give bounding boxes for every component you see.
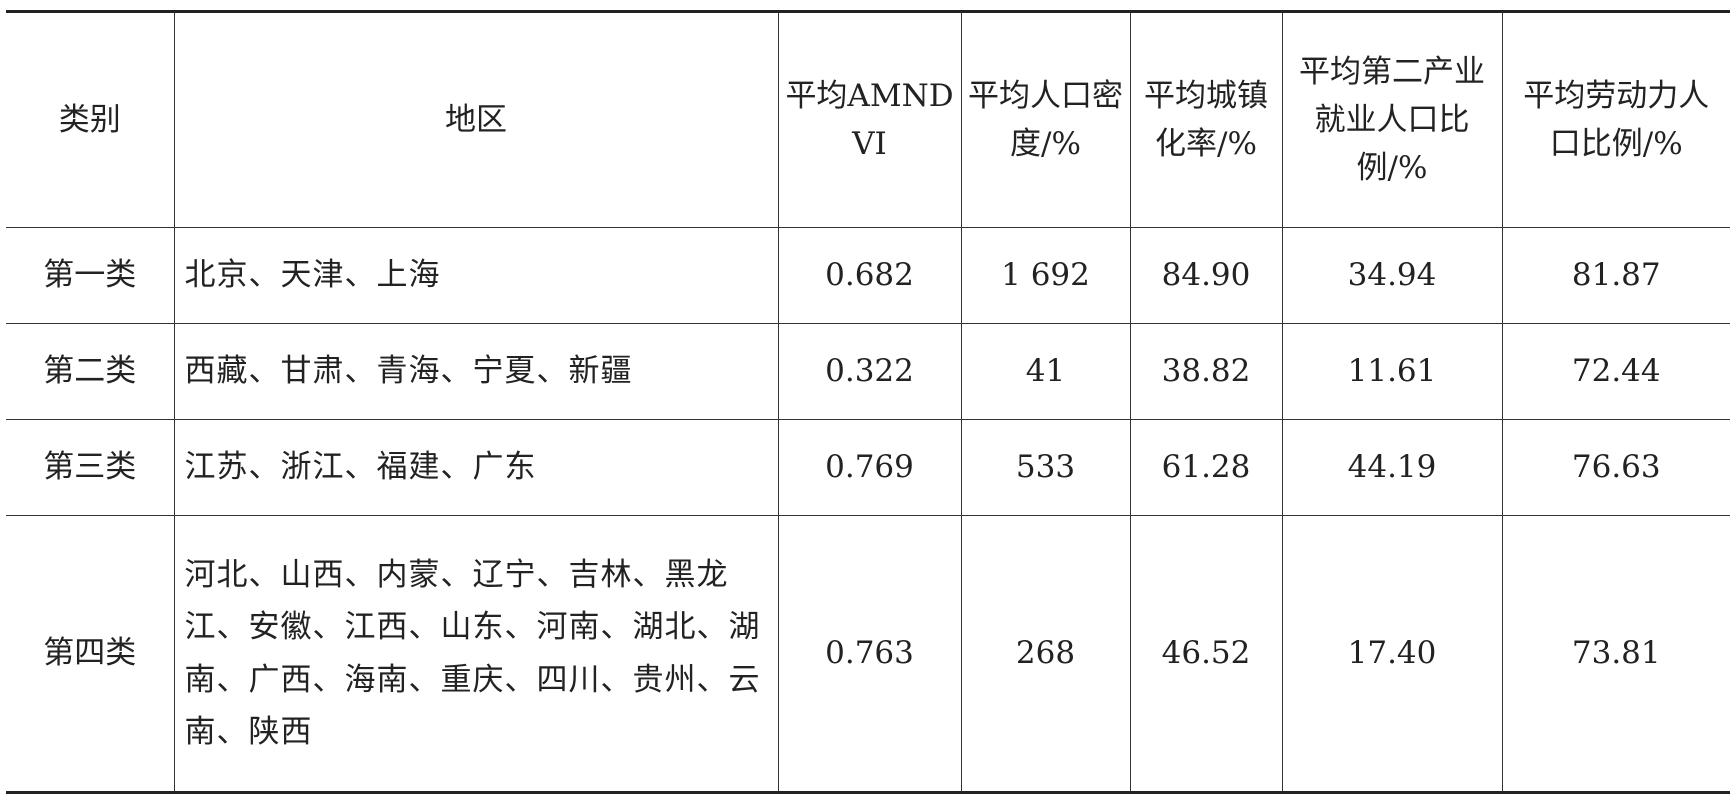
cell-labor: 81.87: [1501, 227, 1730, 324]
cell-category: 第四类: [6, 515, 175, 794]
cell-category: 第三类: [6, 419, 175, 516]
cell-density: 41: [960, 323, 1131, 420]
header-category: 类别: [6, 10, 175, 228]
header-labor: 平均劳动力人口比例/%: [1501, 10, 1730, 228]
cell-amndvi: 0.682: [777, 227, 962, 324]
cell-secondary: 34.94: [1281, 227, 1503, 324]
cell-regions: 西藏、甘肃、青海、宁夏、新疆: [173, 323, 779, 420]
cell-urban: 61.28: [1129, 419, 1283, 516]
cell-amndvi: 0.763: [777, 515, 962, 794]
cell-urban: 46.52: [1129, 515, 1283, 794]
cell-category: 第一类: [6, 227, 175, 324]
table-row: 第二类 西藏、甘肃、青海、宁夏、新疆 0.322 41 38.82 11.61 …: [6, 323, 1730, 420]
table-row: 第三类 江苏、浙江、福建、广东 0.769 533 61.28 44.19 76…: [6, 419, 1730, 516]
cell-category: 第二类: [6, 323, 175, 420]
cell-secondary: 11.61: [1281, 323, 1503, 420]
header-region: 地区: [173, 10, 779, 228]
data-table: 类别 地区 平均AMNDVI 平均人口密度/% 平均城镇化率/% 平均第二产业就…: [6, 10, 1730, 794]
header-urban: 平均城镇化率/%: [1129, 10, 1283, 228]
cell-density: 1 692: [960, 227, 1131, 324]
header-amndvi: 平均AMNDVI: [777, 10, 962, 228]
cell-density: 533: [960, 419, 1131, 516]
cell-amndvi: 0.322: [777, 323, 962, 420]
cell-secondary: 44.19: [1281, 419, 1503, 516]
header-secondary: 平均第二产业就业人口比例/%: [1281, 10, 1503, 228]
cell-urban: 38.82: [1129, 323, 1283, 420]
cell-density: 268: [960, 515, 1131, 794]
header-density: 平均人口密度/%: [960, 10, 1131, 228]
cell-labor: 73.81: [1501, 515, 1730, 794]
cell-regions: 江苏、浙江、福建、广东: [173, 419, 779, 516]
cell-amndvi: 0.769: [777, 419, 962, 516]
cell-regions: 北京、天津、上海: [173, 227, 779, 324]
cell-labor: 72.44: [1501, 323, 1730, 420]
cell-secondary: 17.40: [1281, 515, 1503, 794]
cell-urban: 84.90: [1129, 227, 1283, 324]
header-row: 类别 地区 平均AMNDVI 平均人口密度/% 平均城镇化率/% 平均第二产业就…: [6, 10, 1730, 228]
cell-labor: 76.63: [1501, 419, 1730, 516]
cell-regions: 河北、山西、内蒙、辽宁、吉林、黑龙江、安徽、江西、山东、河南、湖北、湖南、广西、…: [173, 515, 779, 794]
table-row: 第一类 北京、天津、上海 0.682 1 692 84.90 34.94 81.…: [6, 227, 1730, 324]
table-row: 第四类 河北、山西、内蒙、辽宁、吉林、黑龙江、安徽、江西、山东、河南、湖北、湖南…: [6, 515, 1730, 794]
